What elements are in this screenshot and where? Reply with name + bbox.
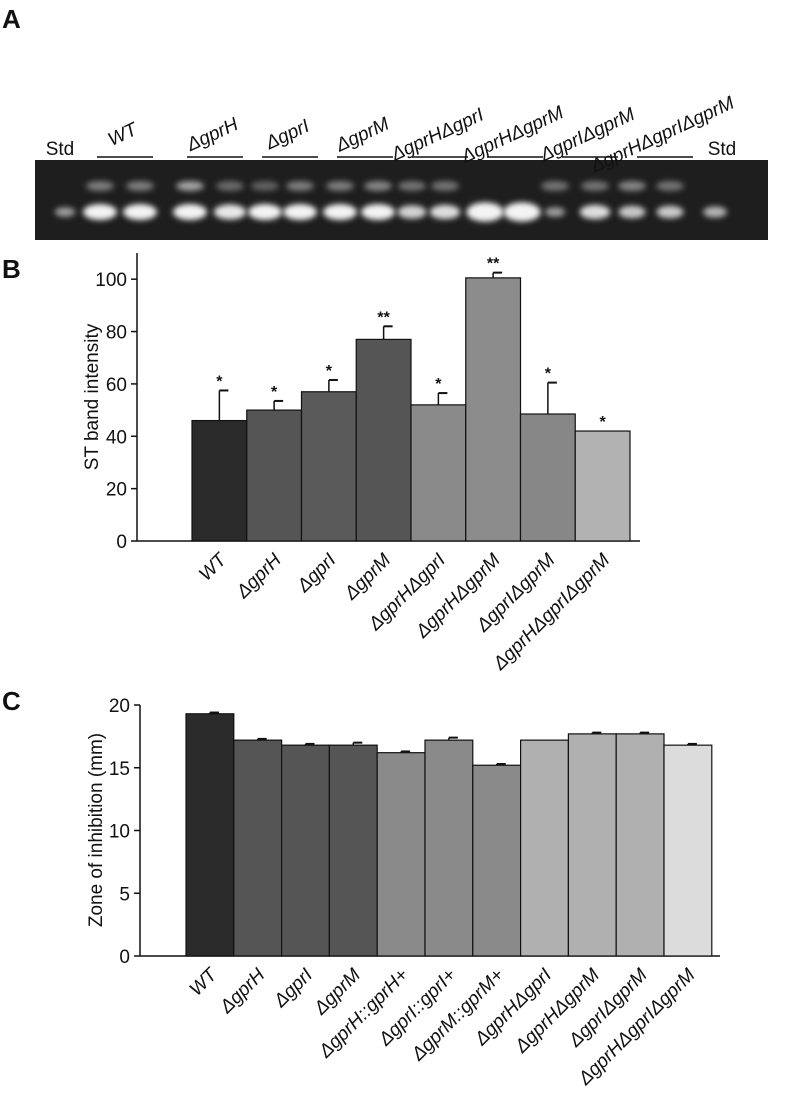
y-axis-label: Zone of inhibition (mm) bbox=[86, 733, 107, 927]
gel-band bbox=[541, 181, 569, 191]
bar bbox=[191, 419, 248, 542]
y-tick-label: 5 bbox=[119, 884, 130, 905]
bar bbox=[519, 413, 576, 542]
gel-bands bbox=[54, 181, 727, 222]
gel-band bbox=[251, 181, 279, 191]
panel-label: C bbox=[2, 686, 21, 716]
gel-band bbox=[656, 181, 684, 191]
bar bbox=[233, 739, 283, 957]
gel-band bbox=[398, 181, 426, 191]
y-tick-label: 60 bbox=[106, 375, 127, 396]
y-tick-label: 0 bbox=[119, 947, 130, 968]
gel-band bbox=[466, 202, 504, 222]
y-tick-label: 15 bbox=[109, 759, 130, 780]
panel-label: A bbox=[2, 4, 21, 34]
significance-label: ** bbox=[377, 309, 390, 326]
gel-band bbox=[248, 204, 282, 220]
y-tick-label: 40 bbox=[106, 427, 127, 448]
gel-band bbox=[703, 206, 727, 218]
gel-band bbox=[54, 207, 76, 217]
bar bbox=[465, 277, 522, 542]
y-tick-label: 100 bbox=[95, 270, 127, 291]
significance-label: * bbox=[271, 384, 278, 401]
gel-band bbox=[213, 204, 247, 220]
y-tick-label: 10 bbox=[109, 822, 130, 843]
bar bbox=[615, 733, 665, 957]
gel-band bbox=[126, 181, 154, 191]
significance-label: * bbox=[216, 373, 223, 390]
bar bbox=[410, 404, 467, 542]
bar bbox=[328, 744, 378, 957]
lane-label: WT bbox=[105, 119, 142, 151]
gel-band bbox=[283, 204, 317, 220]
gel-band bbox=[323, 204, 357, 220]
gel bbox=[35, 160, 768, 240]
bar bbox=[519, 739, 569, 957]
gel-band bbox=[544, 207, 566, 217]
lane-label: ΔgprH bbox=[183, 114, 242, 156]
gel-band bbox=[83, 204, 117, 220]
bar bbox=[246, 409, 303, 542]
bar bbox=[574, 430, 631, 542]
gel-band bbox=[176, 181, 204, 191]
gel-band bbox=[579, 204, 611, 220]
x-tick-label: WT bbox=[195, 549, 232, 586]
y-tick-label: 80 bbox=[106, 323, 127, 344]
significance-label: * bbox=[545, 366, 552, 383]
gel-band bbox=[581, 181, 609, 191]
y-axis-label: ST band intensity bbox=[82, 323, 103, 470]
lane-label: ΔgprM bbox=[332, 114, 393, 157]
lane-label: Std bbox=[708, 139, 737, 160]
significance-label: * bbox=[326, 363, 333, 380]
significance-label: ** bbox=[487, 256, 500, 273]
gel-band bbox=[86, 181, 114, 191]
gel-band bbox=[326, 181, 354, 191]
bar bbox=[281, 744, 331, 957]
gel-band bbox=[123, 204, 157, 220]
gel-band bbox=[397, 205, 427, 219]
gel-band bbox=[429, 204, 461, 220]
gel-band bbox=[361, 204, 395, 220]
lane-label: ΔgprI bbox=[262, 116, 314, 155]
significance-label: * bbox=[435, 376, 442, 393]
bar bbox=[424, 739, 474, 957]
gel-band bbox=[173, 204, 207, 220]
panel-label: B bbox=[2, 254, 21, 284]
y-tick-label: 20 bbox=[106, 480, 127, 501]
x-tick-label: ΔgprH bbox=[232, 549, 286, 603]
gel-band bbox=[216, 181, 244, 191]
x-tick-label: ΔgprI bbox=[293, 549, 341, 597]
bar bbox=[567, 733, 617, 957]
lane-label: Std bbox=[46, 139, 75, 160]
bar bbox=[472, 764, 522, 957]
gel-band bbox=[618, 205, 646, 219]
gel-band bbox=[431, 181, 459, 191]
gel-band bbox=[656, 205, 684, 219]
y-tick-label: 0 bbox=[116, 532, 127, 553]
bar bbox=[355, 338, 412, 542]
gel-band bbox=[364, 181, 392, 191]
x-tick-label: ΔgprH bbox=[216, 964, 270, 1018]
gel-band bbox=[286, 181, 314, 191]
gel-band bbox=[503, 202, 541, 222]
significance-label: * bbox=[600, 414, 607, 431]
y-tick-label: 20 bbox=[109, 696, 130, 717]
bar bbox=[185, 713, 235, 957]
gel-band bbox=[618, 181, 646, 191]
bar bbox=[300, 391, 357, 542]
bar bbox=[376, 752, 426, 957]
x-tick-label: WT bbox=[186, 964, 223, 1001]
bar bbox=[663, 744, 713, 957]
